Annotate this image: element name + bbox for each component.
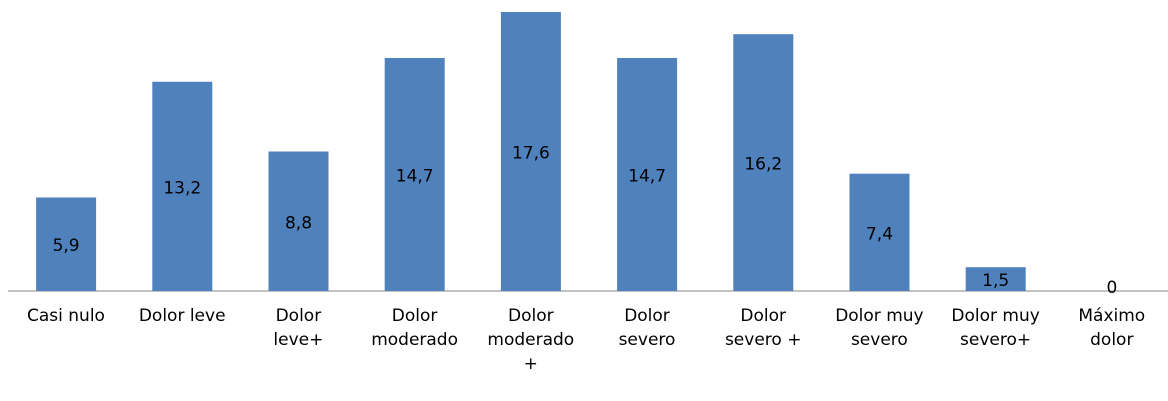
data-label: 7,4 [866, 224, 893, 244]
bar [733, 34, 794, 292]
x-tick-label: Dolor moderado + [487, 306, 575, 374]
bar [849, 173, 910, 291]
bar [36, 197, 97, 291]
x-tick-label: Dolor leve [138, 306, 226, 326]
data-label: 17,6 [512, 144, 550, 164]
data-label: 8,8 [285, 213, 312, 233]
bar [384, 57, 445, 292]
x-tick-label: Dolor leve+ [273, 306, 324, 350]
bar [617, 57, 678, 292]
data-label: 0 [1106, 278, 1117, 298]
data-label: 13,2 [163, 178, 201, 198]
x-tick-label: Dolor moderado [371, 306, 458, 350]
bar [268, 151, 329, 291]
bar [965, 267, 1026, 291]
x-tick-label: Dolor muy severo+ [951, 306, 1040, 350]
data-label: 14,7 [628, 166, 666, 186]
x-tick-label: Dolor severo + [724, 306, 802, 350]
data-label: 14,7 [396, 166, 434, 186]
x-tick-label: Dolor muy severo [835, 306, 924, 350]
data-label: 5,9 [53, 236, 80, 256]
data-label: 1,5 [982, 271, 1009, 291]
bar [500, 12, 561, 291]
x-tick-label: Dolor severo [618, 306, 676, 350]
x-tick-label: Máximo dolor [1078, 306, 1146, 350]
x-tick-label: Casi nulo [27, 306, 105, 326]
bar [152, 81, 213, 291]
data-label: 16,2 [744, 155, 782, 175]
